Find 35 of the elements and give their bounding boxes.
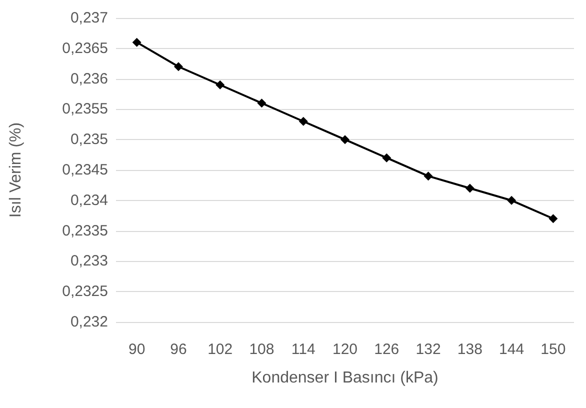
y-tick-label: 0,2365 — [62, 40, 108, 57]
x-axis-title: Kondenser I Basıncı (kPa) — [252, 370, 438, 386]
point — [298, 116, 308, 126]
point — [257, 98, 266, 108]
point — [382, 153, 392, 162]
point — [216, 80, 225, 90]
y-tick-label: 0,2335 — [62, 222, 108, 240]
y-axis-title: Isıl Verim (%) — [8, 122, 24, 218]
point — [424, 172, 433, 181]
point — [465, 184, 474, 193]
y-tick-label: 0,232 — [70, 314, 108, 330]
x-tick-label: 144 — [499, 341, 524, 358]
y-tick-label: 0,2325 — [62, 283, 108, 300]
x-tick-label: 120 — [332, 341, 358, 358]
y-tick-label: 0,233 — [70, 252, 108, 270]
x-tick-label: 96 — [170, 341, 187, 358]
y-tick-label: 0,235 — [70, 131, 108, 148]
x-tick-label: 126 — [374, 341, 400, 358]
point — [340, 135, 350, 144]
x-tick-label: 102 — [208, 341, 233, 358]
point — [132, 38, 142, 47]
x-tick-label: 90 — [128, 341, 146, 358]
x-tick-label: 108 — [249, 341, 274, 358]
x-tick-label: 150 — [540, 341, 566, 358]
y-tick-label: 0,2355 — [62, 100, 108, 118]
x-tick-label: 138 — [457, 341, 482, 358]
point — [548, 214, 558, 224]
y-tick-label: 0,237 — [70, 10, 108, 26]
point — [507, 196, 516, 205]
y-tick-label: 0,2345 — [62, 162, 108, 178]
y-tick-label: 0,236 — [70, 70, 108, 88]
point — [174, 62, 183, 72]
x-tick-label: 132 — [416, 341, 441, 358]
y-tick-label: 0,234 — [70, 192, 108, 209]
x-tick-label: 114 — [291, 341, 316, 358]
